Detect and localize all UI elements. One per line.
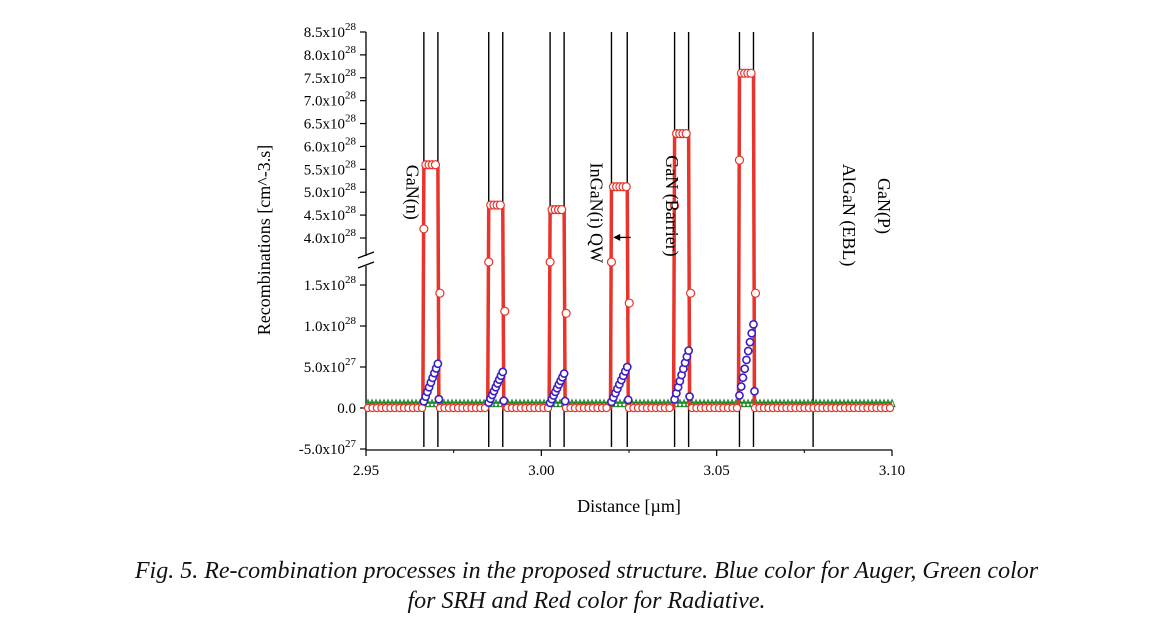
- auger-point: [735, 391, 744, 400]
- radiative-point: [484, 257, 494, 267]
- srh-point: [680, 398, 688, 408]
- auger-point: [738, 373, 748, 383]
- srh-point: [676, 398, 684, 408]
- y-tick-label: 8.5x1028: [304, 21, 357, 41]
- radiative-point: [624, 298, 634, 308]
- x-axis-label: Distance [µm]: [577, 496, 681, 516]
- series-radiative: [363, 68, 895, 413]
- auger-point: [749, 319, 758, 329]
- y-tick-label: -5.0x1027: [299, 438, 357, 458]
- srh-point: [428, 398, 436, 408]
- y-axis-label: Recombinations [cm^-3.s]: [254, 145, 274, 335]
- radiative-point: [746, 68, 756, 78]
- series-auger: [419, 319, 759, 408]
- region-annotations: GaN(n) InGaN(i) QW GaN (Barrier) AlGaN (EBL…: [401, 155, 894, 266]
- y-tick-label: 1.0x1028: [304, 315, 357, 335]
- y-tick-label: 8.0x1028: [304, 44, 357, 64]
- srh-point: [740, 398, 748, 408]
- radiative-point: [734, 155, 745, 165]
- auger-point: [750, 386, 759, 396]
- radiative-point: [500, 306, 510, 316]
- radiative-point: [681, 129, 691, 139]
- radiative-point: [750, 288, 761, 298]
- auger-point: [742, 355, 751, 365]
- auger-point: [684, 346, 694, 355]
- caption-line-2: for SRH and Red color for Radiative.: [407, 588, 766, 614]
- y-tick-label: 4.5x1028: [304, 204, 357, 224]
- caption-line-1: Fig. 5. Re-combination processes in the …: [134, 558, 1039, 584]
- radiative-point: [495, 200, 505, 210]
- y-tick-label: 6.5x1028: [304, 113, 357, 133]
- radiative-point: [665, 403, 674, 413]
- region-label: AlGaN (EBL): [838, 164, 859, 266]
- radiative-point: [606, 257, 617, 267]
- x-tick-label: 2.95: [353, 463, 379, 479]
- auger-point: [623, 395, 633, 405]
- radiative-point: [561, 308, 571, 318]
- auger-point: [434, 394, 444, 404]
- radiative-point: [732, 403, 742, 413]
- x-tick-label: 3.00: [528, 463, 554, 479]
- y-tick-label: 5.5x1028: [304, 158, 357, 178]
- radiative-point: [430, 160, 441, 170]
- annotation-arrow-head: [613, 233, 621, 241]
- radiative-point: [686, 288, 696, 298]
- figure-caption: Fig. 5. Re-combination processes in the …: [0, 556, 1173, 616]
- srh-point: [616, 398, 624, 408]
- y-tick-label: 1.5x1028: [304, 274, 357, 294]
- auger-point: [736, 382, 746, 391]
- y-tick-label: 4.0x1028: [304, 227, 357, 247]
- x-tick-label: 3.10: [879, 463, 905, 479]
- radiative-point: [419, 224, 429, 234]
- region-label: GaN(n): [401, 165, 422, 220]
- auger-point: [499, 396, 509, 406]
- auger-point: [740, 364, 750, 374]
- region-label: InGaN(i) QW: [585, 163, 606, 263]
- radiative-point: [435, 288, 445, 298]
- auger-point: [747, 328, 757, 338]
- y-axis-break-mark: [357, 251, 375, 259]
- region-label: GaN(P): [873, 178, 894, 234]
- radiative-point: [669, 200, 680, 211]
- y-tick-label: 0.0: [337, 401, 356, 417]
- y-tick-label: 5.0x1028: [304, 181, 357, 201]
- auger-point: [433, 359, 443, 369]
- auger-point: [622, 362, 632, 372]
- recombination-chart: 2.95 3.00 3.05 3.10 -5.0x1027 0.0 5.0x1027 1.0x…: [254, 21, 905, 516]
- srh-point: [552, 398, 560, 408]
- radiative-point: [557, 205, 567, 215]
- region-label: GaN (Barrier): [661, 155, 682, 256]
- y-tick-label: 5.0x1027: [304, 356, 357, 376]
- auger-point: [743, 346, 753, 356]
- y-tick-label: 7.0x1028: [304, 90, 357, 110]
- auger-point: [685, 392, 695, 401]
- auger-point: [560, 396, 570, 406]
- axes: 2.95 3.00 3.05 3.10 -5.0x1027 0.0 5.0x1027 1.0x…: [254, 21, 905, 516]
- y-tick-label: 6.0x1028: [304, 135, 357, 155]
- srh-point: [492, 398, 500, 408]
- auger-point: [498, 367, 508, 377]
- radiative-point: [545, 257, 555, 267]
- y-tick-label: 7.5x1028: [304, 67, 357, 87]
- auger-point: [745, 337, 755, 347]
- auger-point: [559, 369, 569, 378]
- y-axis-break-mark: [357, 261, 375, 269]
- radiative-point: [621, 182, 631, 192]
- radiative-point: [602, 403, 611, 413]
- srh-point: [744, 398, 752, 408]
- x-tick-label: 3.05: [704, 463, 730, 479]
- radiative-point: [885, 403, 895, 413]
